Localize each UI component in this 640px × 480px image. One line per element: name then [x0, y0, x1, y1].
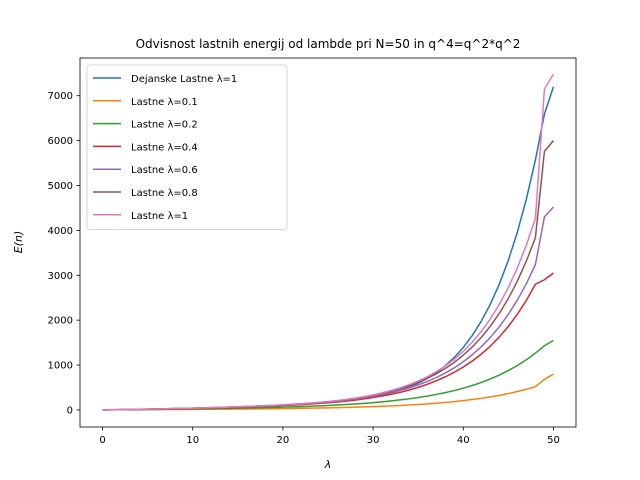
y-tick-label: 4000 [48, 226, 73, 237]
axes-layer: 0 10 20 30 40 50 0 1000 2000 3000 4000 5000 6000 7000 [48, 57, 577, 446]
y-tick-label: 3000 [48, 271, 73, 282]
y-tick-label: 6000 [48, 136, 73, 147]
legend-label: Lastne λ=0.8 [131, 188, 198, 199]
legend-box [86, 64, 288, 231]
y-axis-title: E(n) [12, 231, 25, 254]
y-tick-label: 7000 [48, 91, 73, 102]
axes-frame [79, 57, 577, 428]
x-tick-label: 30 [367, 435, 380, 446]
x-tick-label: 40 [457, 435, 470, 446]
chart-title: Odvisnost lastnih energij od lambde pri … [136, 37, 521, 51]
y-tick-label: 2000 [48, 316, 73, 327]
series-line-6 [102, 73, 555, 411]
legend-label: Lastne λ=0.4 [131, 142, 198, 153]
legend-label: Lastne λ=1 [131, 211, 188, 222]
series-layer [102, 73, 555, 411]
x-tick-label: 0 [99, 435, 105, 446]
x-axis-title: λ [324, 458, 332, 471]
legend: Dejanske Lastne λ=1 Lastne λ=0.1 Lastne λ=… [86, 64, 288, 231]
legend-label: Lastne λ=0.6 [131, 165, 198, 176]
legend-label: Lastne λ=0.2 [131, 120, 198, 131]
y-tick-label: 0 [67, 405, 73, 416]
x-tick-label: 10 [186, 435, 199, 446]
legend-label: Lastne λ=0.1 [131, 97, 198, 108]
legend-label: Dejanske Lastne λ=1 [131, 74, 237, 85]
y-tick-label: 5000 [48, 181, 73, 192]
y-tick-label: 1000 [48, 361, 73, 372]
x-tick-label: 50 [547, 435, 560, 446]
x-tick-label: 20 [277, 435, 290, 446]
